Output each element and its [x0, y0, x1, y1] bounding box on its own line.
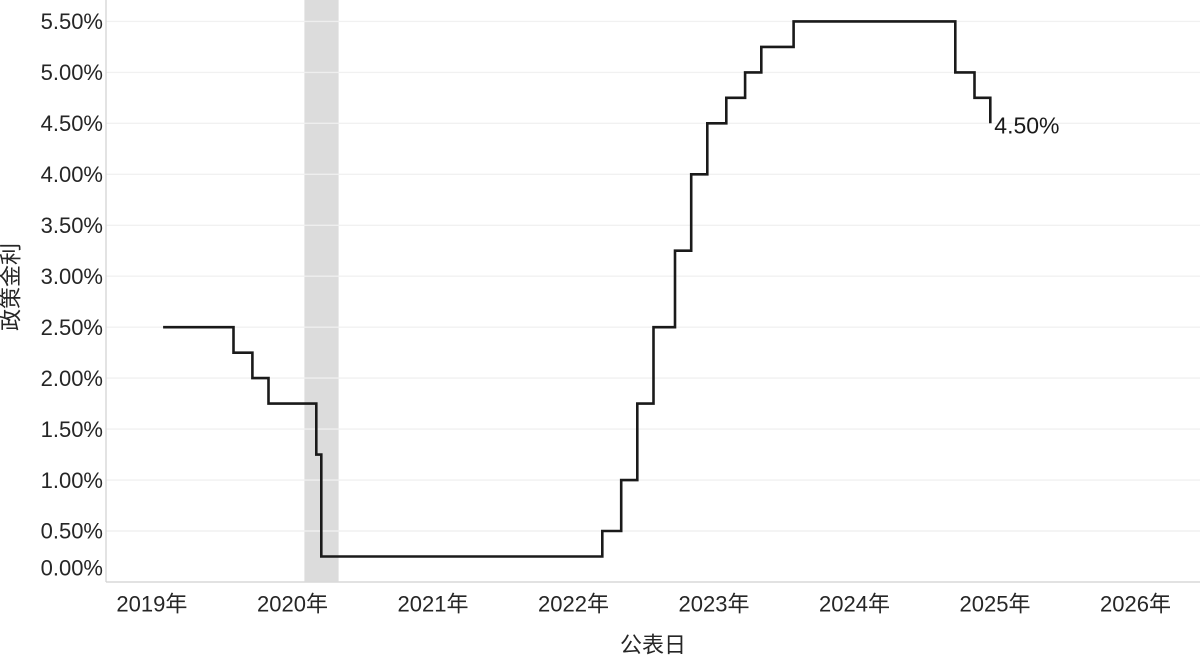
series-layer [163, 20, 992, 558]
y-tick-label: 3.00% [41, 264, 103, 289]
y-tick-label: 5.00% [41, 60, 103, 85]
x-tick-label: 2023年 [679, 592, 750, 617]
x-axis-title: 公表日 [620, 633, 686, 658]
y-tick-label: 2.00% [41, 366, 103, 391]
x-tick-label: 2026年 [1100, 592, 1171, 617]
y-tick-label: 1.00% [41, 468, 103, 493]
x-tick-label: 2019年 [116, 592, 187, 617]
x-tick-label: 2020年 [257, 592, 328, 617]
y-tick-label: 5.50% [41, 9, 103, 34]
gridline-layer [106, 20, 1200, 583]
y-tick-label: 1.50% [41, 417, 103, 442]
y-tick-label: 4.50% [41, 111, 103, 136]
axis-layer [105, 0, 1200, 583]
y-tick-label: 0.00% [41, 556, 103, 581]
y-axis-title: 政策金利 [0, 243, 24, 331]
end-value-label: 4.50% [994, 112, 1059, 138]
y-tick-label: 4.00% [41, 162, 103, 187]
tick-label-layer: 0.00% 0.50% 1.00% 1.50% 2.00% 2.50% 3.00% 3.50%… [41, 9, 1171, 617]
x-tick-label: 2024年 [819, 592, 890, 617]
y-tick-label: 2.50% [41, 315, 103, 340]
x-tick-label: 2021年 [398, 592, 469, 617]
policy-rate-step-line [163, 20, 992, 558]
x-tick-label: 2025年 [960, 592, 1031, 617]
y-tick-label: 3.50% [41, 213, 103, 238]
y-tick-label: 0.50% [41, 519, 103, 544]
x-tick-label: 2022年 [538, 592, 609, 617]
